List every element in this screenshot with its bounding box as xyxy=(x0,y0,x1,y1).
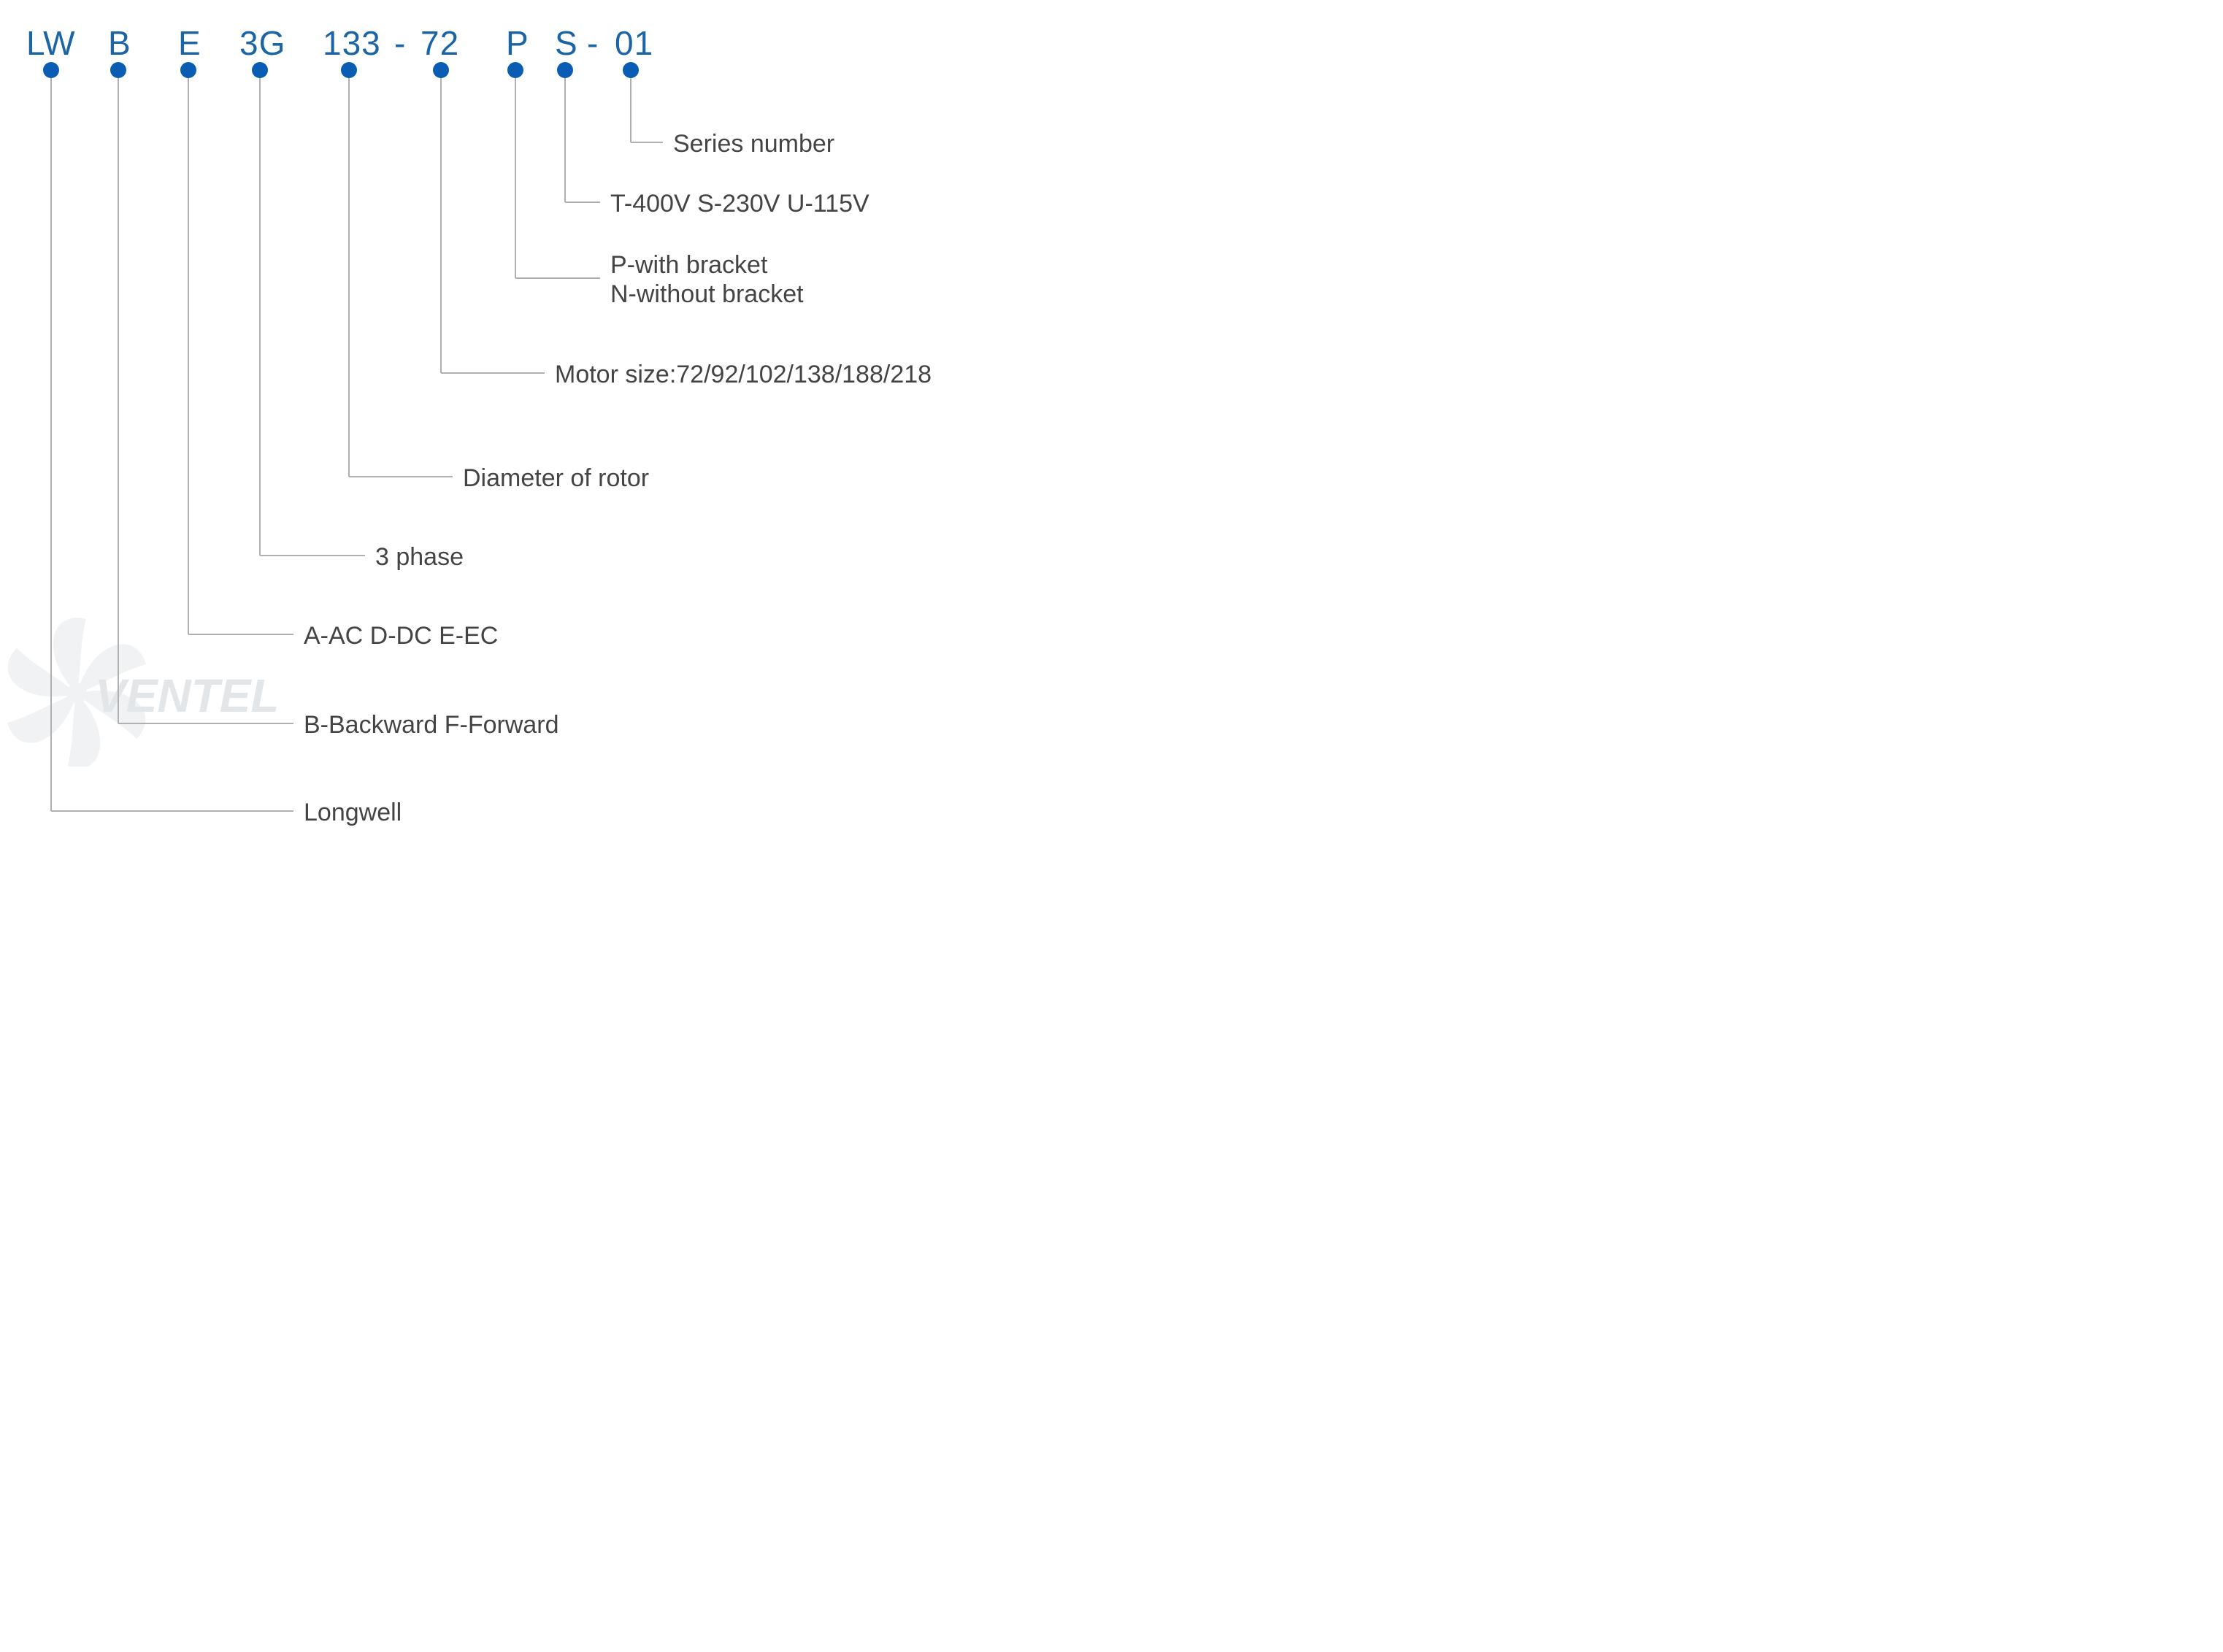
desc-133: Diameter of rotor xyxy=(463,464,649,493)
code-dot-B xyxy=(110,62,126,78)
connector-vertical-P xyxy=(515,78,516,278)
connector-horizontal-LW xyxy=(51,810,293,812)
code-part-72: 72 xyxy=(421,23,459,63)
desc-LW: Longwell xyxy=(304,799,402,827)
connector-vertical-01 xyxy=(630,78,631,142)
code-dot-P xyxy=(507,62,523,78)
desc-01: Series number xyxy=(673,130,834,158)
code-dot-E xyxy=(180,62,196,78)
connector-vertical-B xyxy=(118,78,119,723)
connector-horizontal-133 xyxy=(349,476,453,477)
code-dot-S xyxy=(557,62,573,78)
desc-P-line2: N-without bracket xyxy=(610,280,804,309)
watermark: VENTEL xyxy=(7,606,314,767)
connector-vertical-72 xyxy=(440,78,442,373)
code-dot-01 xyxy=(623,62,639,78)
connector-horizontal-E xyxy=(188,634,293,635)
code-part-01: 01 xyxy=(615,23,653,63)
code-dot-133 xyxy=(341,62,357,78)
code-part-P: P xyxy=(506,23,529,63)
desc-P-line1: P-with bracket xyxy=(610,251,767,280)
code-part-E: E xyxy=(178,23,201,63)
connector-horizontal-72 xyxy=(441,372,545,374)
code-dot-3G xyxy=(252,62,268,78)
desc-S: T-400V S-230V U-115V xyxy=(610,190,869,218)
desc-72: Motor size:72/92/102/138/188/218 xyxy=(555,361,932,389)
code-part-LW: LW xyxy=(26,23,76,63)
code-part-3G: 3G xyxy=(239,23,285,63)
connector-horizontal-3G xyxy=(260,555,365,556)
desc-3G: 3 phase xyxy=(375,543,464,572)
code-part-133: 133 xyxy=(323,23,381,63)
connector-vertical-LW xyxy=(50,78,52,811)
desc-B: B-Backward F-Forward xyxy=(304,711,559,739)
connector-vertical-133 xyxy=(348,78,350,477)
connector-vertical-E xyxy=(188,78,189,634)
connector-horizontal-S xyxy=(565,201,600,203)
connector-vertical-3G xyxy=(259,78,261,556)
desc-E: A-AC D-DC E-EC xyxy=(304,622,498,650)
watermark-text: VENTEL xyxy=(95,669,279,722)
code-dot-LW xyxy=(43,62,59,78)
connector-horizontal-P xyxy=(515,277,600,279)
code-part-dash: - xyxy=(394,23,406,63)
connector-vertical-S xyxy=(564,78,566,202)
code-part-dash: - xyxy=(587,23,599,63)
watermark-fan-icon xyxy=(7,609,154,767)
code-part-S: S xyxy=(555,23,578,63)
connector-horizontal-01 xyxy=(631,142,663,143)
code-part-B: B xyxy=(108,23,131,63)
connector-horizontal-B xyxy=(118,723,293,724)
code-dot-72 xyxy=(433,62,449,78)
